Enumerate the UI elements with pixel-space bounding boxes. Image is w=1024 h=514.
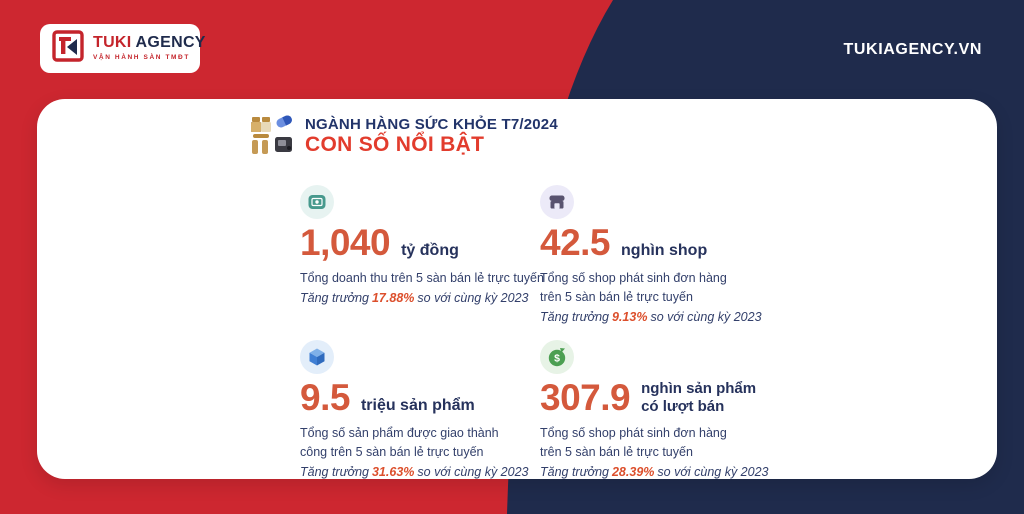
stat-products-sold: $ 307.9 nghìn sản phẩm có lượt bán Tổng … [540,340,800,481]
stat-description: Tổng số shop phát sinh đơn hàng trên 5 s… [540,426,727,459]
tuki-monogram-icon [50,28,86,69]
stat-value: 9.5 [300,377,350,418]
stat-growth: Tăng trưởng 9.13% so với cùng kỳ 2023 [540,309,762,324]
stat-growth: Tăng trưởng 31.63% so với cùng kỳ 2023 [300,464,529,479]
brand-name: TUKI AGENCY [93,34,206,52]
website-url: TUKIAGENCY.VN [843,41,982,58]
banknote-icon [300,185,334,223]
brand-tagline: VẬN HÀNH SÀN TMĐT [93,54,190,62]
package-icon [300,340,334,378]
stat-value: 1,040 [300,222,391,263]
stat-description: Tổng số sản phẩm được giao thành công tr… [300,426,499,459]
stat-value: 42.5 [540,222,611,263]
storefront-icon [540,185,574,223]
stat-unit: nghìn shop [621,242,708,259]
stat-shops: 42.5 nghìn shop Tổng số shop phát sinh đ… [540,185,800,326]
report-subtitle: CON SỐ NỔI BẬT [305,133,485,156]
stat-growth: Tăng trưởng 28.39% so với cùng kỳ 2023 [540,464,769,479]
money-bag-icon: $ [540,340,574,378]
stat-products-delivered: 9.5 triệu sản phẩm Tổng số sản phẩm được… [300,340,560,481]
growth-percent: 28.39% [611,464,655,479]
stat-unit: triệu sản phẩm [360,397,475,414]
growth-percent: 31.63% [371,464,415,479]
stat-growth: Tăng trưởng 17.88% so với cùng kỳ 2023 [300,290,529,305]
stat-value: 307.9 [540,377,631,418]
stat-description: Tổng số shop phát sinh đơn hàng trên 5 s… [540,271,727,304]
stat-revenue: 1,040 tỷ đồng Tổng doanh thu trên 5 sàn … [300,185,560,308]
stat-unit: nghìn sản phẩm có lượt bán [641,380,757,415]
brand-logo: TUKI AGENCY VẬN HÀNH SÀN TMĐT [40,24,205,73]
growth-percent: 9.13% [611,309,648,324]
stat-unit: tỷ đồng [401,242,459,259]
stats-card: NGÀNH HÀNG SỨC KHỎE T7/2024 CON SỐ NỔI B… [37,99,997,479]
svg-text:$: $ [554,353,560,365]
report-title: NGÀNH HÀNG SỨC KHỎE T7/2024 [305,116,558,133]
stat-description: Tổng doanh thu trên 5 sàn bán lẻ trực tu… [300,271,544,285]
growth-percent: 17.88% [371,290,415,305]
health-products-icon [248,111,296,160]
